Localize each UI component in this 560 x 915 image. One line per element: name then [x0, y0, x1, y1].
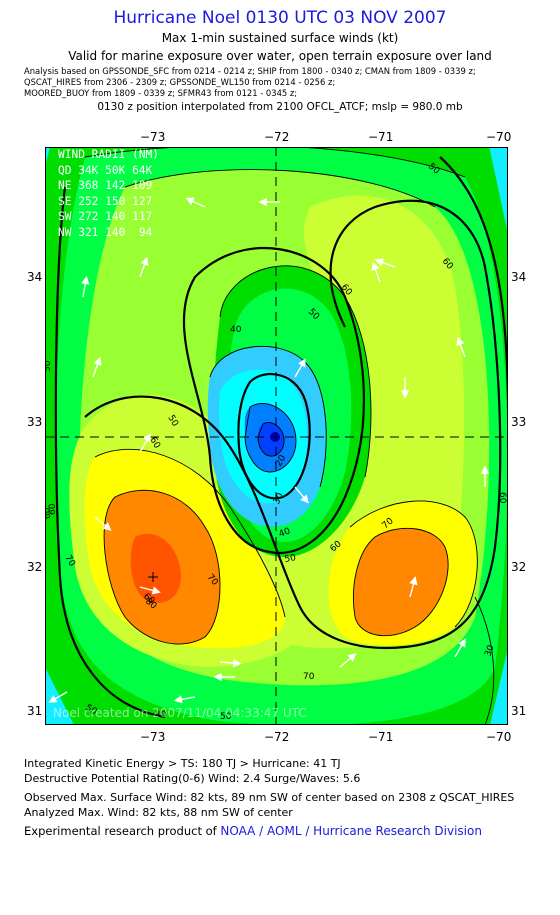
wind-vector [185, 197, 206, 208]
wind-radii-row: NW 321 140 94 [58, 225, 153, 239]
ike-line: Integrated Kinetic Energy > TS: 180 TJ >… [24, 757, 341, 770]
contour-label: 70 [303, 672, 315, 682]
contour-label: 50 [284, 553, 297, 565]
contour-line [84, 199, 502, 649]
wind-vector [139, 256, 149, 278]
lat-tick-right: 31 [511, 704, 527, 718]
contour-label: 40 [230, 325, 242, 335]
contour-label: 60 [497, 492, 507, 504]
lon-tick-top: −71 [368, 130, 394, 144]
wind-vector [139, 433, 151, 453]
contour-line [474, 596, 495, 725]
wind-vector [258, 197, 280, 207]
contour-line [244, 403, 297, 473]
contour-line [219, 265, 372, 478]
credit-prefix: Experimental research product of [24, 824, 221, 838]
contour-line [103, 489, 221, 645]
dpr-line: Destructive Potential Rating(0-6) Wind: … [24, 772, 361, 785]
contour-line [352, 527, 449, 637]
lat-tick-left: 34 [27, 270, 43, 284]
contour-line [257, 422, 285, 457]
lon-tick-bottom: −72 [264, 730, 290, 744]
wind-vector [400, 377, 410, 399]
wind-band-orange [353, 528, 449, 636]
wind-band-orange-dark [130, 533, 181, 603]
wind-vector [213, 672, 235, 682]
credit-link[interactable]: NOAA / AOML / Hurricane Research Divisio… [220, 824, 482, 838]
wind-radii-table: WIND RADII (NM) QD 34K 50K 64K NE 368 142 … [58, 147, 159, 240]
wind-vector [173, 695, 196, 704]
map-frame [45, 147, 508, 725]
contour-line [237, 373, 311, 500]
contour-label: 60 [48, 503, 58, 515]
contour-line [124, 169, 436, 208]
validity-note: Valid for marine exposure over water, op… [68, 49, 492, 63]
contour-line [349, 500, 478, 628]
lon-tick-bottom: −70 [486, 730, 512, 744]
creation-watermark: Noel created on 2007/11/04 04:33:47 UTC [53, 706, 307, 720]
contour-line [182, 246, 366, 554]
wind-vector [374, 258, 396, 268]
wind-vector [294, 358, 306, 378]
analysis-line: MOORED_BUOY from 1809 - 0339 z; SFMR43 f… [24, 88, 298, 98]
analysis-line: Analysis based on GPSSONDE_SFC from 0214… [24, 66, 476, 76]
analyzed-max-wind: Analyzed Max. Wind: 82 kts, 88 nm SW of … [24, 806, 293, 819]
lat-tick-right: 32 [511, 560, 527, 574]
wind-radii-row: SW 272 140 117 [58, 210, 153, 223]
analysis-line: QSCAT_HIRES from 2306 - 2309 z; GPSSONDE… [24, 77, 336, 87]
wind-vector [48, 691, 68, 703]
lon-tick-top: −73 [140, 130, 166, 144]
wind-field-map: 50 50 60 60 40 50 60 50 60 20 30 40 50 6… [45, 147, 508, 725]
wind-vector [139, 586, 161, 595]
contour-label: 60 [45, 507, 53, 519]
wind-vector [454, 638, 466, 658]
wind-vector [339, 653, 357, 668]
contour-line [54, 186, 166, 719]
wind-vector [480, 465, 490, 487]
credit-line: Experimental research product of NOAA / … [24, 824, 482, 838]
lon-tick-bottom: −71 [368, 730, 394, 744]
contour-label: 30 [483, 644, 496, 658]
wind-vector [92, 356, 102, 378]
center-position-note: 0130 z position interpolated from 2100 O… [97, 101, 463, 113]
analysis-sources: Analysis based on GPSSONDE_SFC from 0214… [24, 66, 476, 99]
wind-radii-row: SE 252 150 127 [58, 194, 153, 208]
wind-vector [294, 486, 309, 504]
contour-line [84, 147, 466, 178]
observed-max-wind: Observed Max. Surface Wind: 82 kts, 89 n… [24, 791, 515, 804]
wind-vector [219, 659, 242, 668]
contour-label: 40 [278, 526, 292, 539]
max-wind-marker [148, 572, 158, 582]
lon-tick-top: −70 [486, 130, 512, 144]
wind-radii-title: WIND RADII (NM) [58, 148, 160, 161]
lat-tick-right: 33 [511, 415, 527, 429]
lat-tick-right: 34 [511, 270, 527, 284]
wind-radii-row: QD 34K 50K 64K [58, 163, 153, 177]
page-title: Hurricane Noel 0130 UTC 03 NOV 2007 [113, 8, 447, 28]
wind-vector [94, 516, 112, 531]
lon-tick-bottom: −73 [140, 730, 166, 744]
wind-vector [456, 336, 466, 358]
wind-vector [409, 576, 418, 598]
product-subtitle: Max 1-min sustained surface winds (kt) [161, 31, 399, 45]
wind-vector [371, 261, 381, 283]
contour-label: 50 [220, 712, 232, 722]
contour-label: 50 [45, 360, 53, 372]
lat-tick-left: 31 [27, 704, 43, 718]
lat-tick-left: 32 [27, 560, 43, 574]
contour-label: 40 [155, 710, 167, 720]
lon-tick-top: −72 [264, 130, 290, 144]
wind-vector [81, 275, 90, 298]
wind-radii-row: NE 368 142 109 [58, 179, 153, 192]
lat-tick-left: 33 [27, 415, 43, 429]
